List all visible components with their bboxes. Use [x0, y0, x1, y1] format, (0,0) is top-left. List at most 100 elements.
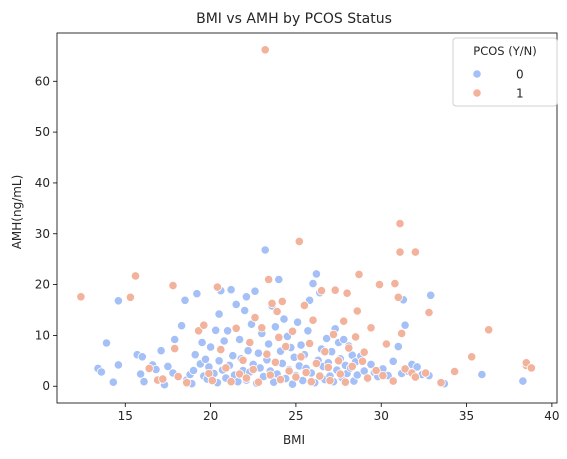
data-point-series-0: [308, 278, 318, 289]
data-point-series-1: [352, 306, 362, 316]
data-point-series-0: [400, 320, 410, 330]
x-tick-label: 40: [544, 409, 559, 423]
data-point-series-1: [333, 356, 344, 366]
data-point-series-1: [484, 325, 494, 335]
data-point-series-0: [263, 339, 274, 349]
y-tick-label: 40: [35, 176, 50, 190]
data-point-series-1: [378, 370, 388, 381]
data-point-series-1: [281, 341, 291, 352]
data-point-series-0: [190, 350, 200, 360]
data-point-series-1: [235, 369, 245, 379]
data-point-series-1: [374, 279, 385, 290]
x-axis-label: BMI: [283, 433, 305, 447]
legend-marker-series-0: [472, 69, 482, 79]
data-point-series-0: [219, 336, 229, 346]
data-point-series-0: [477, 369, 487, 380]
data-point-series-1: [400, 364, 410, 374]
data-point-series-1: [315, 371, 325, 381]
data-point-series-1: [410, 372, 420, 382]
data-point-series-0: [137, 352, 147, 362]
data-point-series-0: [240, 305, 250, 316]
data-point-series-1: [342, 288, 352, 298]
data-point-series-0: [180, 295, 190, 305]
y-tick-label: 10: [35, 328, 50, 342]
x-tick-label: 25: [288, 409, 303, 423]
data-point-series-1: [257, 323, 267, 333]
data-point-series-1: [347, 361, 357, 371]
data-point-series-0: [156, 346, 166, 356]
data-point-series-1: [339, 316, 349, 326]
data-point-series-0: [113, 296, 124, 306]
data-point-series-0: [206, 342, 216, 352]
data-point-series-1: [328, 329, 339, 339]
data-point-series-1: [260, 45, 270, 55]
y-axis-label: AMH(ng/mL): [10, 175, 24, 250]
axes-frame: [56, 32, 558, 404]
data-point-series-1: [287, 326, 298, 336]
data-point-series-0: [279, 314, 289, 324]
data-point-series-1: [248, 364, 258, 375]
data-point-series-1: [371, 365, 381, 376]
data-point-series-1: [393, 292, 403, 302]
data-point-series-1: [253, 377, 263, 387]
data-point-series-0: [108, 377, 118, 387]
data-point-series-0: [292, 317, 303, 327]
data-point-series-1: [238, 355, 248, 365]
legend: PCOS (Y/N) 0 1: [452, 37, 558, 107]
data-point-series-0: [321, 333, 332, 344]
data-point-series-0: [352, 370, 362, 380]
x-tick-label: 30: [374, 409, 389, 423]
data-point-series-0: [253, 348, 263, 358]
data-point-series-1: [311, 358, 321, 368]
data-point-series-1: [294, 236, 304, 246]
data-point-series-1: [194, 326, 204, 336]
data-point-series-0: [214, 356, 224, 366]
data-point-series-1: [330, 285, 340, 295]
data-point-series-1: [325, 375, 335, 386]
data-point-series-1: [170, 343, 180, 354]
data-point-series-1: [390, 278, 400, 289]
data-point-series-1: [263, 274, 274, 285]
data-point-series-1: [168, 280, 178, 291]
data-point-series-1: [306, 377, 316, 387]
data-point-series-1: [381, 339, 391, 349]
data-point-series-1: [221, 363, 231, 373]
data-point-series-1: [301, 367, 311, 378]
data-point-series-1: [362, 373, 373, 383]
data-point-series-1: [144, 363, 154, 373]
data-point-series-1: [265, 370, 275, 380]
y-tick-label: 20: [35, 278, 50, 292]
data-point-series-0: [136, 369, 146, 379]
y-tick-label: 30: [35, 227, 50, 241]
data-point-series-1: [241, 373, 251, 383]
data-point-series-1: [350, 332, 361, 342]
data-point-series-0: [214, 309, 224, 319]
data-point-series-1: [262, 349, 272, 359]
data-point-series-0: [211, 325, 221, 335]
data-point-series-1: [335, 369, 345, 379]
data-point-series-0: [388, 356, 398, 366]
data-point-series-0: [188, 365, 199, 376]
data-point-series-1: [359, 347, 369, 357]
x-tick-label: 20: [203, 409, 218, 423]
data-point-series-1: [158, 374, 168, 384]
x-tick-label: 35: [459, 409, 474, 423]
data-point-series-1: [182, 378, 192, 388]
data-point-series-0: [231, 299, 241, 309]
data-point-series-1: [420, 368, 431, 378]
legend-marker-series-1: [472, 88, 482, 98]
data-point-series-1: [424, 307, 434, 318]
chart-title: BMI vs AMH by PCOS Status: [196, 11, 392, 27]
data-point-series-1: [274, 332, 284, 342]
data-point-series-0: [426, 290, 436, 300]
data-point-series-1: [226, 377, 236, 387]
data-point-series-1: [340, 377, 350, 387]
y-tick-label: 50: [35, 125, 50, 139]
data-point-series-1: [410, 247, 420, 257]
data-point-series-0: [366, 359, 376, 369]
data-point-series-0: [101, 338, 112, 348]
data-point-series-1: [344, 343, 354, 353]
data-point-series-1: [125, 292, 135, 302]
data-point-series-0: [241, 292, 251, 302]
